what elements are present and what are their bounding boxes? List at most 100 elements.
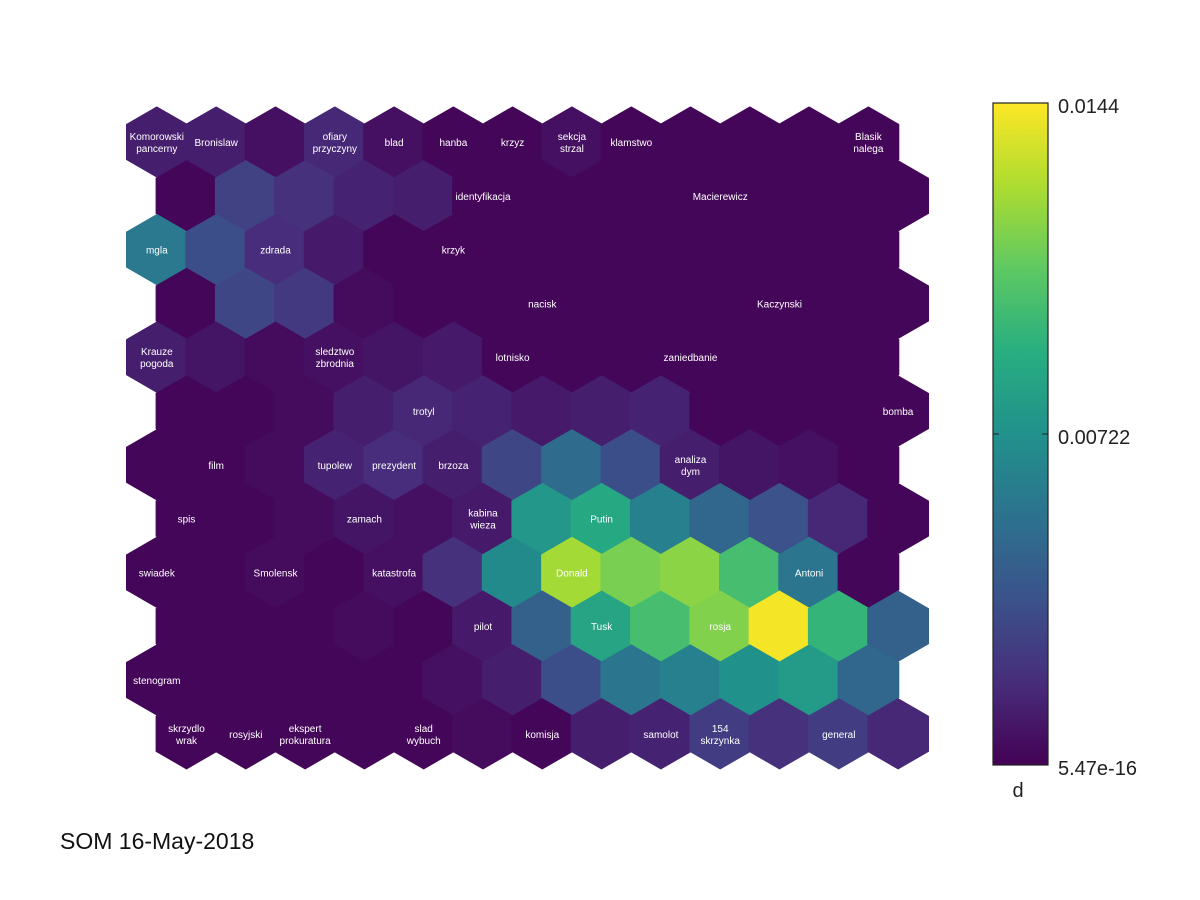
cell-label-line: Kaczynski bbox=[757, 299, 802, 310]
cell-label-line: prokuratura bbox=[280, 736, 332, 747]
cell-label-swiadek: swiadek bbox=[139, 568, 176, 579]
cell-label-line: tupolew bbox=[318, 461, 353, 472]
cell-label-pilot: pilot bbox=[474, 622, 493, 633]
hex-cell-r8-c12 bbox=[837, 536, 900, 609]
cell-label-putin: Putin bbox=[590, 515, 613, 526]
cell-label-zaniedbanie: zaniedbanie bbox=[664, 353, 718, 364]
colorbar-tick-mid: 0.00722 bbox=[1058, 427, 1130, 449]
cell-label-zamach: zamach bbox=[347, 515, 382, 526]
cell-label-line: Macierewicz bbox=[693, 192, 748, 203]
cell-label-line: skrzydlo bbox=[168, 724, 205, 735]
cell-label-line: bomba bbox=[883, 407, 914, 418]
cell-label-klamstwo: klamstwo bbox=[610, 138, 652, 149]
cell-label-line: Krauze bbox=[141, 347, 173, 358]
cell-label-line: film bbox=[208, 461, 224, 472]
cell-label-blasik: Blasik nalega bbox=[853, 132, 883, 155]
cell-label-line: samolot bbox=[643, 730, 678, 741]
cell-label-line: prezydent bbox=[372, 461, 416, 472]
cell-label-blad: blad bbox=[385, 138, 404, 149]
cell-label-film: film bbox=[208, 461, 224, 472]
colorbar: 0.0144 0.00722 5.47e-16 d bbox=[992, 96, 1137, 802]
cell-label-line: spis bbox=[178, 515, 196, 526]
cell-label-line: ofiary bbox=[323, 132, 347, 143]
cell-label-line: Antoni bbox=[795, 568, 823, 579]
cell-label-line: rosja bbox=[709, 622, 731, 633]
hex-grid bbox=[126, 106, 929, 770]
cell-label-tusk: Tusk bbox=[591, 622, 613, 633]
cell-label-kaczynski: Kaczynski bbox=[757, 299, 802, 310]
cell-label-line: zdrada bbox=[260, 246, 291, 257]
cell-label-line: Putin bbox=[590, 515, 613, 526]
cell-label-line: Bronislaw bbox=[195, 138, 239, 149]
cell-label-line: pilot bbox=[474, 622, 493, 633]
cell-label-line: klamstwo bbox=[610, 138, 652, 149]
cell-label-line: 154 bbox=[712, 724, 729, 735]
cell-label-macierewicz: Macierewicz bbox=[693, 192, 748, 203]
cell-label-line: kabina bbox=[468, 509, 498, 520]
cell-label-line: zamach bbox=[347, 515, 382, 526]
cell-label-line: sledztwo bbox=[315, 347, 354, 358]
cell-label-line: lotnisko bbox=[496, 353, 530, 364]
cell-label-line: trotyl bbox=[413, 407, 435, 418]
cell-label-lotnisko: lotnisko bbox=[496, 353, 530, 364]
footer-caption: SOM 16-May-2018 bbox=[60, 828, 255, 854]
cell-label-line: krzyk bbox=[442, 246, 466, 257]
cell-label-line: stenogram bbox=[133, 676, 180, 687]
cell-label-line: Smolensk bbox=[254, 568, 299, 579]
cell-label-krzyk: krzyk bbox=[442, 246, 466, 257]
cell-label-line: komisja bbox=[525, 730, 559, 741]
hex-cell-r6-c12 bbox=[837, 429, 900, 501]
cell-label-line: identyfikacja bbox=[455, 192, 510, 203]
cell-label-mgla: mgla bbox=[146, 246, 168, 257]
cell-label-spis: spis bbox=[178, 515, 196, 526]
hex-cell-r2-c12 bbox=[837, 213, 900, 286]
cell-label-line: pancerny bbox=[136, 144, 177, 155]
cell-label-general: general bbox=[822, 730, 855, 741]
cell-label-line: wybuch bbox=[406, 736, 441, 747]
cell-label-ofiary: ofiary przyczyny bbox=[313, 132, 357, 155]
cell-label-slad: slad wybuch bbox=[406, 724, 441, 747]
cell-label-line: wrak bbox=[175, 736, 198, 747]
cell-label-line: nalega bbox=[853, 144, 883, 155]
cell-label-line: zbrodnia bbox=[316, 359, 355, 370]
cell-label-komisja: komisja bbox=[525, 730, 559, 741]
colorbar-tick-max: 0.0144 bbox=[1058, 96, 1119, 118]
cell-label-line: blad bbox=[385, 138, 404, 149]
hex-cell-r4-c12 bbox=[837, 321, 900, 393]
cell-label-line: hanba bbox=[439, 138, 467, 149]
colorbar-label: d bbox=[1012, 780, 1023, 802]
cell-label-hanba: hanba bbox=[439, 138, 467, 149]
cell-label-katastrofa: katastrofa bbox=[372, 568, 416, 579]
hex-cell-r11-c12 bbox=[867, 698, 929, 770]
cell-label-analiza: analiza dym bbox=[675, 455, 707, 478]
cell-label-skrzydlo: skrzydlo wrak bbox=[168, 724, 205, 747]
cell-label-line: rosyjski bbox=[229, 730, 262, 741]
colorbar-tick-min: 5.47e-16 bbox=[1058, 758, 1137, 780]
hex-cell-r9-c12 bbox=[867, 590, 929, 662]
cell-label-line: Donald bbox=[556, 568, 588, 579]
cell-label-prezydent: prezydent bbox=[372, 461, 416, 472]
cell-label-donald: Donald bbox=[556, 568, 588, 579]
hex-cell-r10-c12 bbox=[837, 644, 900, 716]
hex-cell-r1-c12 bbox=[867, 160, 929, 232]
hex-cell-r5-c12 bbox=[867, 375, 929, 447]
hex-cell-r7-c12 bbox=[867, 482, 929, 555]
cell-label-line: przyczyny bbox=[313, 144, 357, 155]
cell-label-ekspert: ekspert prokuratura bbox=[280, 724, 332, 747]
cell-label-line: strzal bbox=[560, 144, 584, 155]
cell-label-bronislaw: Bronislaw bbox=[195, 138, 239, 149]
cell-label-line: Komorowski bbox=[130, 132, 184, 143]
cell-label-line: Tusk bbox=[591, 622, 613, 633]
cell-label-komorowski: Komorowski pancerny bbox=[130, 132, 184, 155]
cell-label-krzyz: krzyz bbox=[501, 138, 524, 149]
cell-label-rosyjski: rosyjski bbox=[229, 730, 262, 741]
hex-cell-r3-c12 bbox=[867, 267, 929, 340]
cell-label-trotyl: trotyl bbox=[413, 407, 435, 418]
cell-label-line: ekspert bbox=[289, 724, 322, 735]
cell-label-line: brzoza bbox=[438, 461, 468, 472]
cell-label-line: wieza bbox=[469, 521, 496, 532]
cell-label-bomba: bomba bbox=[883, 407, 914, 418]
cell-label-kabina: kabina wieza bbox=[468, 509, 498, 532]
cell-label-antoni: Antoni bbox=[795, 568, 823, 579]
cell-label-smolensk: Smolensk bbox=[254, 568, 299, 579]
